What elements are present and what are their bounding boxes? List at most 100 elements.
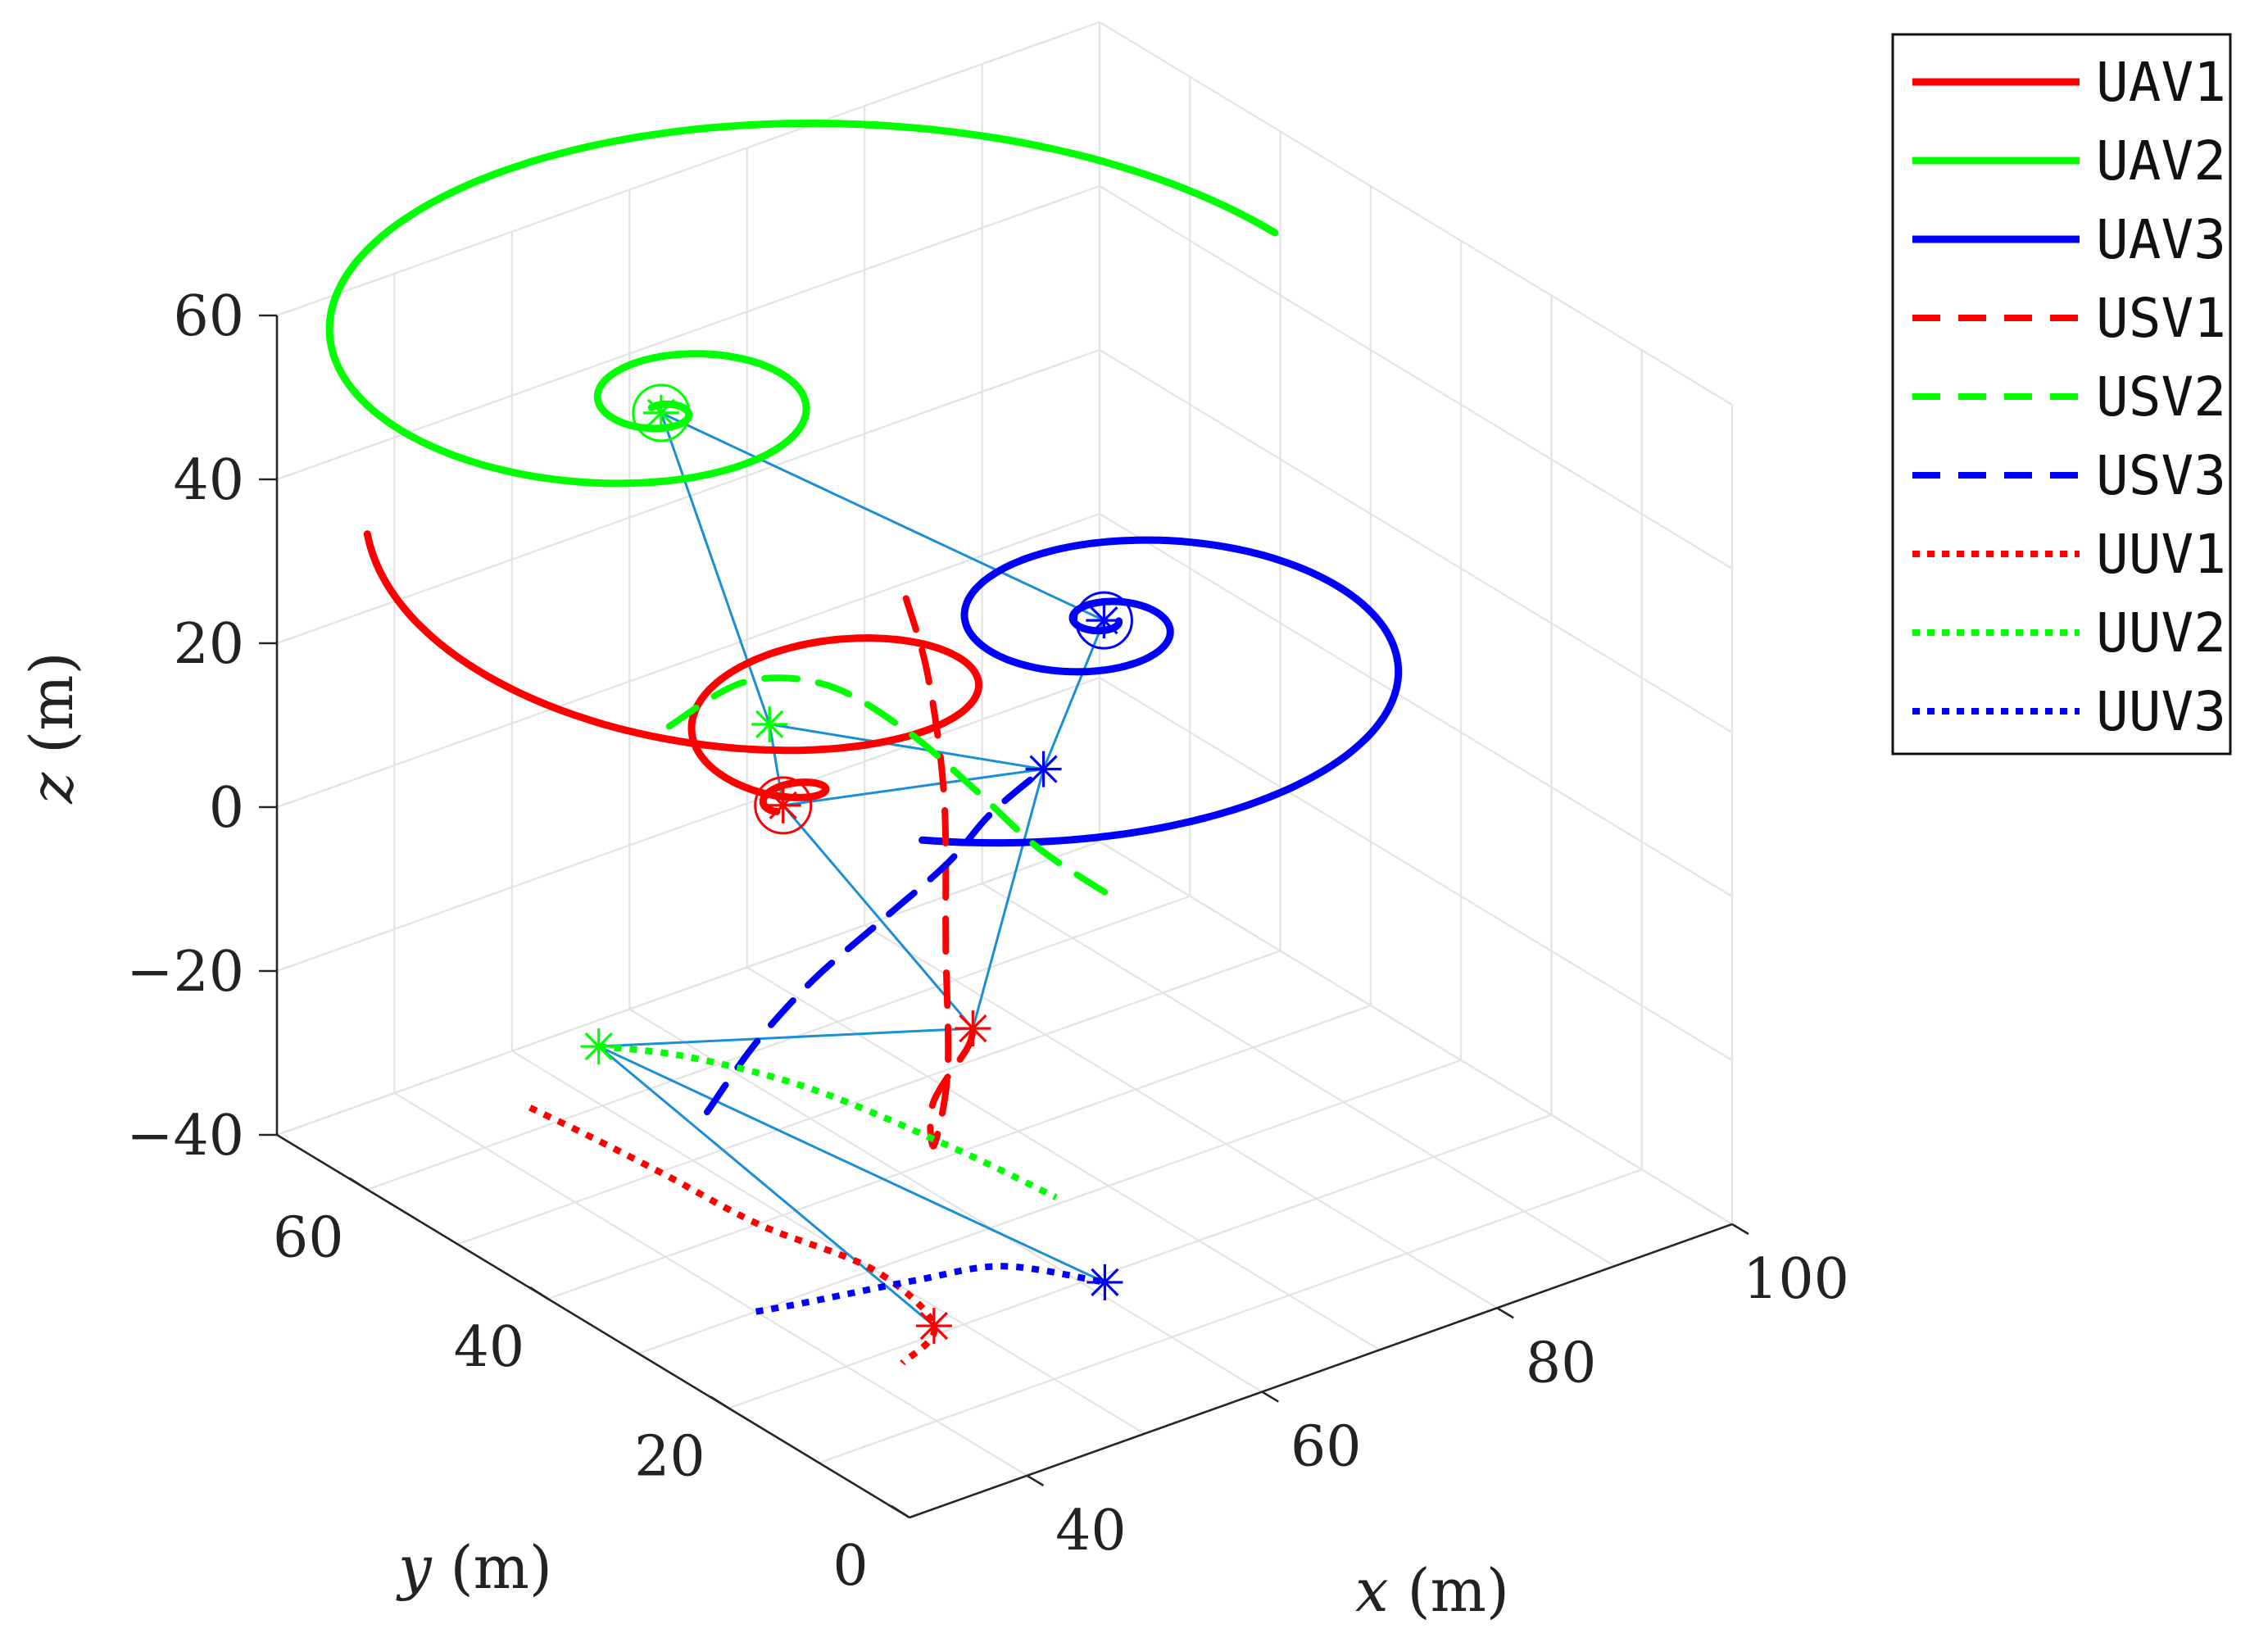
legend: UAV1 UAV2 UAV3 USV1 USV2 USV3 UUV1 UUV2 UUV3 <box>1891 33 2232 755</box>
marker-uuv3 <box>1086 1264 1123 1300</box>
y-tick-mark <box>891 1504 910 1519</box>
series-uav1-trajectory <box>363 530 983 815</box>
series-usv3-trajectory <box>704 765 1047 1116</box>
series-uuv2-trajectory <box>598 1043 1058 1200</box>
series-usv1-trajectory <box>902 595 977 1150</box>
grid-line <box>637 1059 1462 1354</box>
marker-stroke <box>755 710 784 739</box>
link-line <box>660 411 1105 622</box>
marker-usv3 <box>1025 751 1062 787</box>
axis-lines <box>259 314 1749 1519</box>
z-tick-label: −20 <box>126 940 244 1005</box>
axis-labels: x (m) y (m) z (m) <box>17 651 1509 1625</box>
trajectories <box>325 119 1403 1366</box>
series-usv2-trajectory <box>665 674 1118 901</box>
z-tick-label: 40 <box>173 448 244 513</box>
tick-labels: 40 60 80 100 0 20 40 60 −40 −20 0 20 40 60 <box>126 284 1848 1599</box>
z-tick-label: −40 <box>126 1104 244 1168</box>
marker-uav2 <box>632 383 691 442</box>
link-line <box>769 723 1044 771</box>
marker-uav3 <box>1074 591 1133 650</box>
grid-line <box>1099 677 1733 1061</box>
marker-stroke <box>646 398 675 427</box>
z-tick-label: 0 <box>209 776 244 841</box>
grid-line <box>1099 513 1733 897</box>
link-line <box>660 412 771 725</box>
y-tick-mark <box>710 1395 730 1409</box>
legend-label-uuv3: UUV3 <box>2096 680 2226 743</box>
grid-line <box>819 1168 1643 1464</box>
z-axis-label: z (m) <box>17 651 86 804</box>
marker-ring <box>1074 591 1133 650</box>
x-tick-label: 100 <box>1743 1247 1849 1312</box>
grid-line <box>864 924 1498 1309</box>
x-tick-mark <box>1731 1223 1749 1236</box>
legend-label-uav1: UAV1 <box>2096 51 2226 114</box>
y-tick-mark <box>348 1177 368 1191</box>
y-axis-label: y (m) <box>396 1533 552 1602</box>
grid-line <box>276 348 1100 645</box>
grid-line <box>1099 349 1733 733</box>
z-tick-label: 60 <box>173 284 244 349</box>
legend-label-uuv1: UUV1 <box>2096 523 2226 586</box>
y-axis-line <box>276 1133 910 1519</box>
z-tick-label: 20 <box>173 612 244 677</box>
grid-line <box>1099 185 1733 569</box>
grid-line <box>628 1008 1263 1393</box>
legend-label-usv1: USV1 <box>2096 287 2226 350</box>
grid-line <box>511 1050 1145 1435</box>
marker-stroke <box>1090 606 1118 635</box>
link-line <box>598 1027 973 1048</box>
marker-uuv2 <box>580 1028 617 1065</box>
link-line <box>782 768 1044 807</box>
legend-label-uuv2: UUV2 <box>2096 601 2226 665</box>
marker-usv1 <box>955 1010 991 1047</box>
grid-line <box>276 20 1100 317</box>
marker-stroke <box>1029 755 1058 783</box>
marker-stroke <box>769 791 797 819</box>
communication-links <box>597 411 1106 1327</box>
grid-line <box>746 966 1381 1351</box>
link-line <box>597 1045 935 1327</box>
link-line <box>768 724 785 806</box>
grid-line <box>457 950 1281 1245</box>
grid-line <box>728 1114 1552 1409</box>
marker-uuv1 <box>915 1308 952 1345</box>
marker-ring <box>632 383 691 442</box>
marker-uav1 <box>754 776 813 835</box>
grid-line <box>276 512 1100 809</box>
grid-line <box>1099 841 1733 1225</box>
series-uav3-trajectory <box>919 536 1403 847</box>
x-tick-label: 40 <box>1055 1499 1127 1563</box>
link-line <box>971 769 1045 1029</box>
marker-stroke <box>1091 1268 1119 1297</box>
vehicle-markers <box>580 383 1133 1345</box>
x-axis-label: x (m) <box>1355 1556 1509 1625</box>
grid-line <box>366 895 1191 1191</box>
grid-line <box>276 840 1100 1137</box>
legend-label-uav3: UAV3 <box>2096 208 2226 271</box>
grid-line <box>982 882 1616 1268</box>
grid-line <box>276 676 1100 973</box>
marker-usv2 <box>751 706 788 742</box>
link-line <box>598 1045 1106 1284</box>
x-tick-label: 80 <box>1526 1331 1597 1395</box>
y-tick-label: 20 <box>634 1425 705 1490</box>
y-tick-label: 60 <box>273 1206 344 1271</box>
y-tick-mark <box>529 1286 549 1300</box>
grid-line <box>393 1091 1027 1477</box>
link-line <box>782 804 974 1030</box>
y-tick-label: 40 <box>454 1315 525 1380</box>
marker-stroke <box>919 1311 949 1341</box>
grid-line <box>276 184 1100 481</box>
x-tick-label: 60 <box>1290 1415 1362 1480</box>
x-tick-mark <box>1261 1391 1279 1403</box>
legend-label-usv3: USV3 <box>2096 444 2226 507</box>
legend-label-usv2: USV2 <box>2096 365 2226 429</box>
grid-lines <box>275 20 1734 1519</box>
x-tick-mark <box>1496 1307 1514 1319</box>
grid-line <box>1099 21 1733 406</box>
x-axis-line <box>909 1223 1733 1519</box>
x-tick-mark <box>1026 1474 1045 1486</box>
